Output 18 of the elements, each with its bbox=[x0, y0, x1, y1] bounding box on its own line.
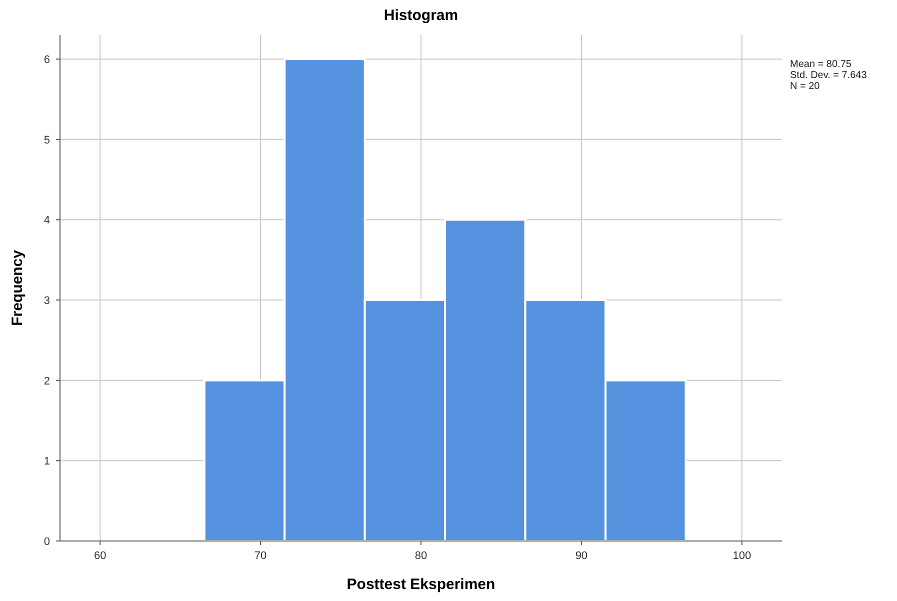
x-tick-label: 70 bbox=[254, 550, 267, 562]
y-tick-label: 0 bbox=[44, 536, 50, 548]
x-tick-label: 80 bbox=[414, 550, 428, 562]
y-tick-label: 4 bbox=[44, 214, 50, 227]
x-tick-label: 60 bbox=[94, 550, 106, 562]
x-tick-label: 90 bbox=[575, 550, 588, 562]
x-axis-title: Posttest Eksperimen bbox=[346, 576, 496, 593]
chart-title: Histogram bbox=[384, 7, 458, 24]
y-axis-title: Frequency bbox=[9, 249, 26, 326]
y-tick-label: 5 bbox=[44, 134, 50, 146]
text: Std. Dev. = 7.643 bbox=[790, 70, 868, 81]
y-tick-label: 2 bbox=[44, 375, 50, 388]
text: Mean = 80.75 bbox=[790, 59, 852, 70]
y-tick-label: 6 bbox=[44, 54, 50, 66]
text: N = 20 bbox=[790, 81, 820, 92]
x-tick-label: 100 bbox=[732, 550, 752, 562]
y-tick-label: 3 bbox=[44, 295, 50, 308]
y-tick-label: 1 bbox=[44, 456, 50, 468]
